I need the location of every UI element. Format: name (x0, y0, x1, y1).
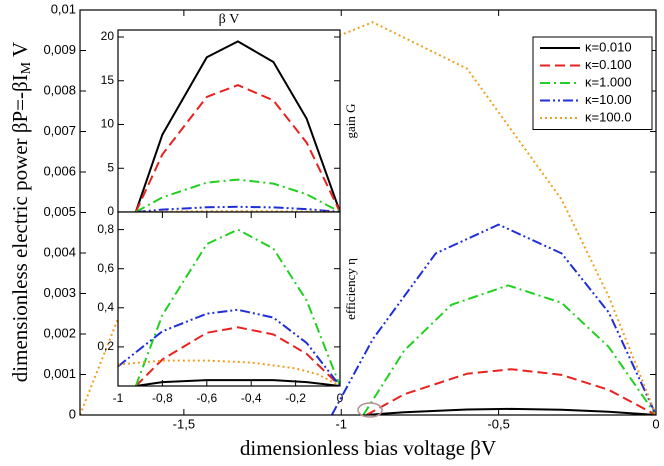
y-tick-label: 15 (101, 73, 115, 87)
x-tick-label: 0 (652, 416, 659, 431)
series-line (80, 21, 656, 415)
x-tick-label: 0 (337, 391, 344, 405)
plot-frame (79, 9, 657, 416)
series-line (118, 359, 340, 386)
legend-label: κ=100.0 (585, 109, 632, 124)
highlight-ellipse (357, 402, 383, 418)
y-tick-label: 0,004 (43, 244, 76, 259)
inset-x-label: β V (219, 12, 240, 27)
y-tick-label: 0,007 (43, 123, 76, 138)
legend-label: κ=0.100 (585, 57, 632, 72)
x-tick-label: -1 (113, 391, 124, 405)
y-tick-label: 0,008 (43, 82, 76, 97)
y-tick-label: 0,009 (43, 42, 76, 57)
y-tick-label: 5 (107, 160, 114, 174)
series-line (366, 407, 656, 415)
series-line (330, 223, 656, 415)
x-tick-label: -0,6 (196, 391, 217, 405)
inset-background (118, 30, 340, 212)
series-group (118, 228, 340, 386)
series-line (135, 205, 340, 212)
y-axis-label: dimensionless electric power βP=-βIM V (8, 42, 34, 382)
series-line (118, 308, 340, 386)
y-tick-label: 0,005 (43, 204, 76, 219)
y-tick-label: 0,6 (97, 261, 114, 275)
series-line (135, 326, 340, 386)
inset-background (118, 212, 340, 386)
x-tick-label: -1,5 (173, 416, 195, 431)
y-tick-label: 0,001 (43, 366, 76, 381)
inset-y-label: gain G (343, 103, 358, 138)
series-line (134, 40, 340, 212)
legend-label: κ=0.010 (585, 39, 632, 54)
legend-label: κ=10.00 (585, 92, 632, 107)
series-line (134, 228, 340, 386)
series-group (80, 21, 656, 415)
inset-y-label: efficiency η (343, 258, 358, 320)
plot-frame (117, 211, 341, 387)
y-tick-label: 0,4 (97, 300, 114, 314)
y-tick-label: 0,8 (97, 222, 114, 236)
series-line (135, 178, 340, 212)
x-tick-label: -0,5 (487, 416, 509, 431)
legend-box (532, 36, 653, 130)
plot-layer: 0 0,001 0,002 0,003 0,004 0,005 0,006 0,007 0,00… (43, 1, 659, 431)
legend-label: κ=1.000 (585, 74, 632, 89)
y-tick-label: 0,2 (97, 339, 114, 353)
series-line (135, 379, 340, 386)
x-axis-label: dimensionless bias voltage βV (240, 436, 496, 460)
y-tick-label: 0 (69, 406, 76, 421)
y-tick-label: 20 (101, 29, 115, 43)
y-tick-label: 0,01 (51, 1, 76, 16)
y-tick-label: 0,002 (43, 325, 76, 340)
x-tick-label: -0,2 (285, 391, 306, 405)
y-tick-label: 0 (107, 204, 114, 218)
series-line (362, 284, 656, 415)
x-tick-label: -0,4 (241, 391, 262, 405)
series-line (134, 84, 340, 212)
series-line (365, 368, 656, 415)
y-tick-label: 0,003 (43, 285, 76, 300)
x-tick-label: -1 (335, 416, 347, 431)
y-tick-label: 0,006 (43, 163, 76, 178)
x-tick-label: -0,8 (152, 391, 173, 405)
y-tick-label: 10 (101, 117, 115, 131)
